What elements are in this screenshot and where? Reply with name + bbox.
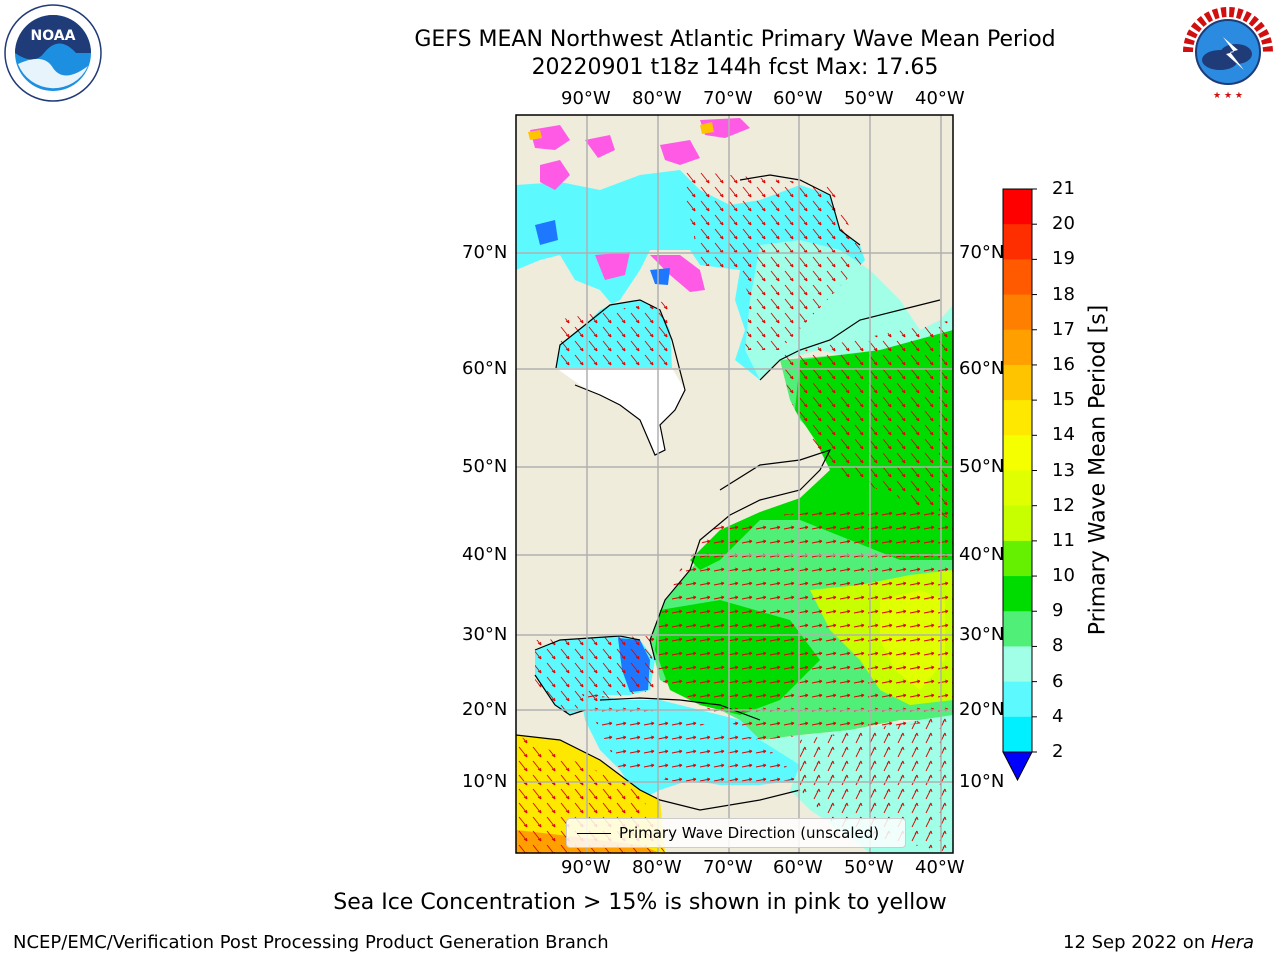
noaa-logo: NOAA bbox=[4, 4, 102, 102]
lat-label-right: 70°N bbox=[959, 242, 1005, 263]
lon-label-bottom: 70°W bbox=[703, 857, 753, 878]
colorbar-segment bbox=[1003, 224, 1032, 260]
colorbar-tick-label: 17 bbox=[1052, 318, 1075, 340]
svg-text:NOAA: NOAA bbox=[31, 28, 76, 44]
lat-label-left: 30°N bbox=[462, 624, 508, 645]
lon-label-bottom: 40°W bbox=[915, 857, 965, 878]
footer-date: 12 Sep 2022 on Hera bbox=[1063, 932, 1254, 953]
colorbar-tick-label: 8 bbox=[1052, 635, 1064, 657]
lat-label-right: 40°N bbox=[959, 544, 1005, 565]
lat-label-left: 70°N bbox=[462, 242, 508, 263]
lat-label-right: 20°N bbox=[959, 699, 1005, 720]
map-legend: Primary Wave Direction (unscaled) bbox=[566, 818, 906, 848]
colorbar bbox=[1002, 188, 1037, 782]
colorbar-segment bbox=[1003, 364, 1032, 401]
colorbar-tick-label: 4 bbox=[1052, 705, 1064, 727]
colorbar-tick-label: 11 bbox=[1052, 529, 1075, 551]
lon-label-bottom: 60°W bbox=[773, 857, 823, 878]
colorbar-segment bbox=[1003, 470, 1032, 507]
lat-label-left: 40°N bbox=[462, 544, 508, 565]
no-data-region bbox=[556, 368, 685, 455]
sea-ice bbox=[528, 118, 750, 292]
sea-ice-note: Sea Ice Concentration > 15% is shown in … bbox=[333, 890, 947, 915]
colorbar-segment bbox=[1003, 435, 1032, 471]
lon-label-top: 70°W bbox=[703, 88, 753, 109]
lat-label-left: 60°N bbox=[462, 358, 508, 379]
colorbar-tick-label: 9 bbox=[1052, 600, 1064, 622]
footer-credit: NCEP/EMC/Verification Post Processing Pr… bbox=[13, 932, 609, 953]
footer-date-text: 12 Sep 2022 on bbox=[1063, 932, 1211, 953]
colorbar-segment bbox=[1003, 329, 1032, 366]
colorbar-tick-label: 2 bbox=[1052, 741, 1064, 762]
lon-label-top: 40°W bbox=[915, 88, 965, 109]
colorbar-segment bbox=[1003, 259, 1032, 296]
lat-label-right: 60°N bbox=[959, 358, 1005, 379]
lon-label-top: 90°W bbox=[561, 88, 611, 109]
svg-text:★ ★ ★: ★ ★ ★ bbox=[1213, 91, 1243, 101]
lon-label-bottom: 90°W bbox=[561, 857, 611, 878]
lon-label-top: 80°W bbox=[632, 88, 682, 109]
colorbar-tick-label: 21 bbox=[1052, 178, 1075, 199]
colorbar-tick-label: 18 bbox=[1052, 283, 1075, 305]
legend-label: Primary Wave Direction (unscaled) bbox=[619, 824, 880, 842]
colorbar-title: Primary Wave Mean Period [s] bbox=[1085, 304, 1111, 636]
footer-machine: Hera bbox=[1210, 932, 1254, 953]
colorbar-extend-arrow bbox=[1002, 751, 1033, 782]
lat-label-right: 30°N bbox=[959, 624, 1005, 645]
chart-subtitle: 20220901 t18z 144h fcst Max: 17.65 bbox=[531, 55, 939, 80]
colorbar-segment bbox=[1003, 505, 1032, 542]
colorbar-tick-label: 15 bbox=[1052, 389, 1075, 411]
colorbar-segment bbox=[1003, 294, 1032, 331]
colorbar-segment bbox=[1003, 400, 1032, 436]
lat-label-right: 10°N bbox=[959, 771, 1005, 792]
colorbar-tick-label: 6 bbox=[1052, 670, 1064, 692]
colorbar-tick-label: 10 bbox=[1052, 565, 1075, 587]
lon-label-bottom: 50°W bbox=[844, 857, 894, 878]
lon-label-bottom: 80°W bbox=[632, 857, 682, 878]
colorbar-segment bbox=[1003, 646, 1032, 683]
colorbar-tick-label: 12 bbox=[1052, 494, 1075, 516]
map-frame bbox=[515, 114, 954, 854]
colorbar-segment bbox=[1003, 611, 1032, 647]
chart-title: GEFS MEAN Northwest Atlantic Primary Wav… bbox=[414, 27, 1056, 52]
colorbar-segment bbox=[1003, 681, 1032, 718]
lon-label-top: 60°W bbox=[773, 88, 823, 109]
nws-logo: ★ ★ ★ bbox=[1180, 4, 1276, 101]
colorbar-tick-label: 19 bbox=[1052, 248, 1075, 270]
lat-label-left: 10°N bbox=[462, 771, 508, 792]
colorbar-segment bbox=[1003, 716, 1032, 753]
wave-direction-arrows bbox=[516, 170, 953, 853]
colorbar-tick-label: 14 bbox=[1052, 424, 1075, 446]
colorbar-tick-label: 13 bbox=[1052, 459, 1075, 481]
legend-line-icon bbox=[577, 832, 611, 834]
colorbar-segment bbox=[1003, 540, 1032, 577]
lat-label-left: 50°N bbox=[462, 456, 508, 477]
graticule bbox=[516, 115, 953, 853]
map-field bbox=[516, 115, 953, 853]
lat-label-right: 50°N bbox=[959, 456, 1005, 477]
colorbar-segment bbox=[1003, 189, 1032, 225]
lat-label-left: 20°N bbox=[462, 699, 508, 720]
colorbar-tick-label: 20 bbox=[1052, 213, 1075, 235]
lon-label-top: 50°W bbox=[844, 88, 894, 109]
colorbar-segment bbox=[1003, 576, 1032, 612]
colorbar-tick-label: 16 bbox=[1052, 353, 1075, 375]
